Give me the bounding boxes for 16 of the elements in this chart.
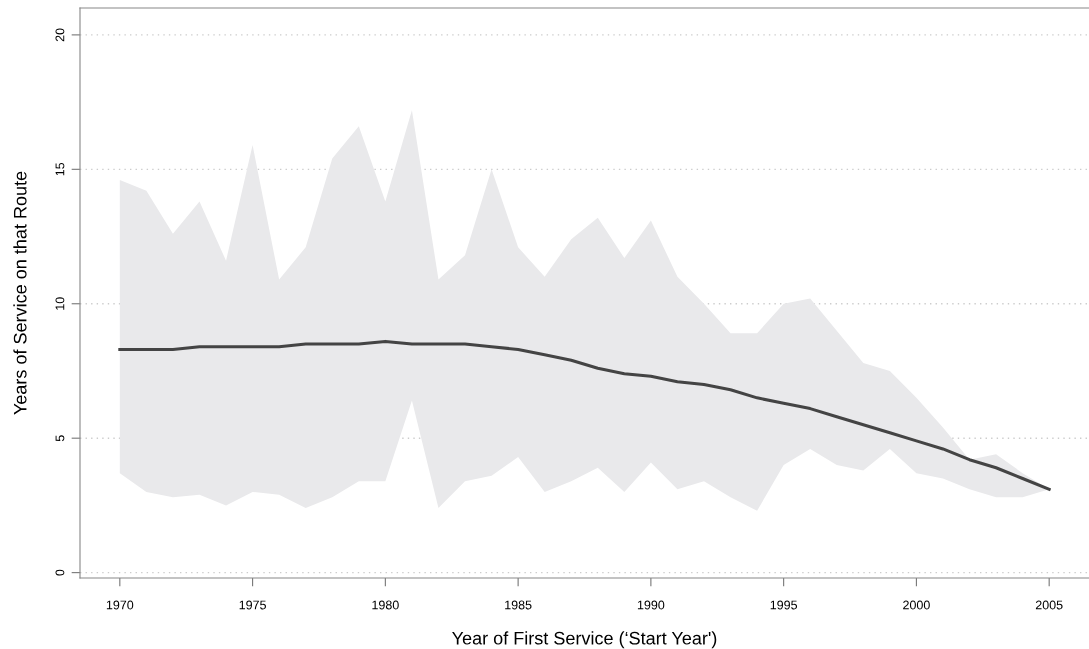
line-series [118, 339, 1051, 491]
y-tick-label: 15 [55, 162, 65, 176]
x-tick-label: 1985 [505, 600, 532, 610]
y-tick-label: 5 [55, 435, 65, 442]
x-tick-label: 1980 [372, 600, 399, 610]
x-tick-label: 1990 [637, 600, 665, 610]
x-tick-label: 1975 [239, 600, 266, 610]
x-tick-label: 2000 [903, 600, 930, 610]
y-tick-label: 20 [55, 28, 65, 42]
y-tick-label: 10 [55, 297, 65, 310]
x-tick-label: 1970 [106, 600, 134, 610]
x-tick-label: 1995 [770, 600, 798, 610]
y-tick-label: 0 [55, 569, 65, 576]
y-axis-title: Years of Service on that Route [13, 171, 27, 415]
x-axis-title: Year of First Service (‘Start Year') [452, 631, 717, 649]
x-tick-label: 2005 [1035, 600, 1063, 610]
